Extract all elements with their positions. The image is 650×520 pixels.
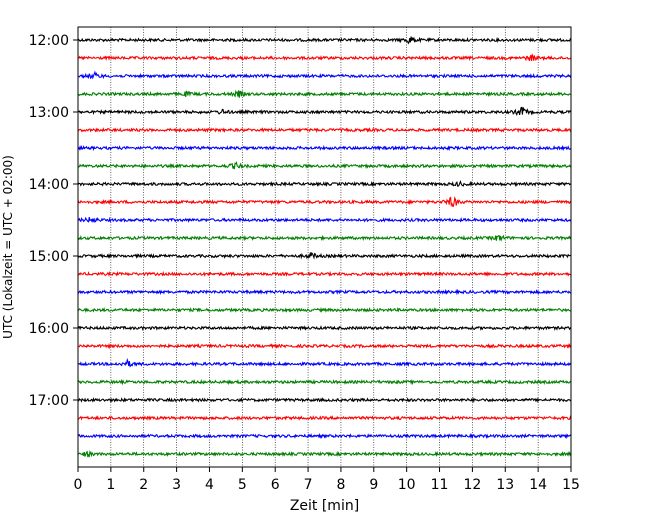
x-tick-label: 6 <box>271 477 280 493</box>
trace-line <box>77 270 572 278</box>
trace-group <box>77 36 572 458</box>
x-tick-label: 15 <box>562 477 580 493</box>
x-tick-label: 0 <box>74 477 83 493</box>
trace-line <box>77 234 572 242</box>
trace-line <box>77 53 572 62</box>
trace-line <box>77 216 572 223</box>
y-axis: 12:00 13:00 14:00 15:00 16:00 17:00 <box>29 33 78 409</box>
trace-line <box>77 288 572 296</box>
trace-line <box>77 357 572 368</box>
x-tick-label: 7 <box>304 477 313 493</box>
trace-line <box>77 415 572 421</box>
x-tick-label: 13 <box>496 477 514 493</box>
trace-line <box>77 160 572 170</box>
trace-line <box>77 325 572 332</box>
y-tick-label: 13:00 <box>29 105 69 121</box>
y-tick-label: 14:00 <box>29 177 69 193</box>
x-tick-label: 12 <box>463 477 481 493</box>
y-tick-label: 15:00 <box>29 249 69 265</box>
x-tick-label: 8 <box>336 477 345 493</box>
x-axis-label: Zeit [min] <box>290 498 359 514</box>
trace-line <box>77 70 572 80</box>
x-axis: 0 1 2 3 4 5 6 7 8 9 10 11 12 13 14 15 <box>74 467 580 493</box>
trace-line <box>77 251 572 260</box>
grid-lines <box>110 27 539 467</box>
x-tick-label: 5 <box>238 477 247 493</box>
plot-frame <box>77 26 572 468</box>
x-tick-label: 11 <box>431 477 449 493</box>
y-tick-label: 17:00 <box>29 393 69 409</box>
trace-line <box>77 127 572 134</box>
x-tick-label: 14 <box>529 477 547 493</box>
trace-line <box>77 378 572 386</box>
x-tick-label: 10 <box>398 477 416 493</box>
y-tick-label: 12:00 <box>29 33 69 49</box>
trace-line <box>77 144 572 152</box>
x-tick-label: 4 <box>205 477 214 493</box>
y-tick-label: 16:00 <box>29 321 69 337</box>
y-axis-label: UTC (Lokalzeit = UTC + 02:00) <box>1 155 15 339</box>
trace-line <box>77 106 572 116</box>
trace-line <box>77 180 572 188</box>
trace-line <box>77 396 572 404</box>
trace-line <box>77 89 572 98</box>
x-tick-label: 3 <box>172 477 181 493</box>
x-tick-label: 9 <box>369 477 378 493</box>
trace-line <box>77 196 572 208</box>
x-tick-label: 2 <box>139 477 148 493</box>
trace-line <box>77 36 572 45</box>
trace-line <box>77 432 572 440</box>
trace-line <box>77 342 572 350</box>
trace-line <box>77 450 572 458</box>
trace-line <box>78 306 572 313</box>
x-tick-label: 1 <box>106 477 115 493</box>
